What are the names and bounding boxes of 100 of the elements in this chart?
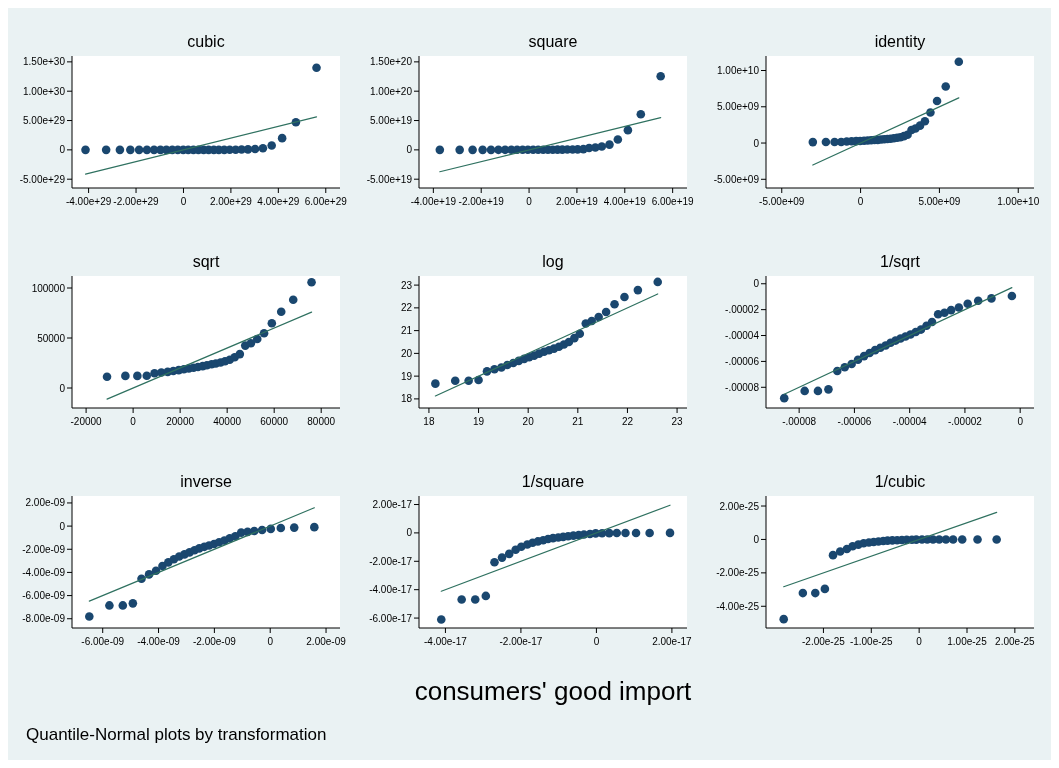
y-tick-label: 1.00e+30 bbox=[23, 85, 66, 97]
y-tick-label: 23 bbox=[400, 279, 413, 291]
y-tick-label: 0 bbox=[753, 533, 760, 545]
x-tick-label: 6.00e+29 bbox=[304, 196, 348, 207]
x-tick-label: 0 bbox=[1017, 416, 1024, 427]
y-tick-label: -.00008 bbox=[725, 381, 760, 393]
x-tick-label: 0 bbox=[267, 636, 274, 647]
y-tick-label: -4.00e-25 bbox=[716, 600, 760, 612]
y-tick-label: -5.00e+29 bbox=[19, 173, 66, 185]
y-tick-label: 0 bbox=[406, 527, 413, 539]
x-tick-label: -.00004 bbox=[892, 416, 928, 427]
x-tick-label: -4.00e-09 bbox=[137, 636, 181, 647]
y-tick-label: -4.00e-17 bbox=[369, 584, 413, 596]
y-tick-label: 0 bbox=[59, 144, 66, 156]
y-tick-label: 5.00e+19 bbox=[370, 115, 413, 127]
y-tick-label: 5.00e+09 bbox=[717, 101, 760, 113]
y-tick-label: 1.50e+30 bbox=[23, 56, 66, 68]
y-tick-label: -2.00e-17 bbox=[369, 555, 413, 567]
y-tick-label: 18 bbox=[400, 393, 413, 405]
x-tick-label: 20 bbox=[522, 416, 535, 427]
y-tick-label: -.00002 bbox=[725, 304, 760, 316]
y-tick-label: 5.00e+29 bbox=[23, 115, 66, 127]
x-tick-label: -4.00e+19 bbox=[410, 196, 457, 207]
chart-title: identity bbox=[874, 33, 926, 50]
x-tick-label: -20000 bbox=[70, 416, 103, 427]
y-tick-label: 0 bbox=[59, 520, 66, 532]
x-tick-label: -1.00e-25 bbox=[849, 636, 894, 647]
x-tick-label: -.00008 bbox=[782, 416, 817, 427]
x-tick-label: 21 bbox=[572, 416, 584, 427]
x-tick-label: -2.00e+29 bbox=[113, 196, 160, 207]
y-tick-label: 50000 bbox=[37, 332, 66, 344]
chart-title: 1/square bbox=[521, 473, 585, 490]
text: Quantile-Normal plots by transformation bbox=[26, 725, 327, 744]
x-tick-label: 0 bbox=[857, 196, 864, 207]
x-tick-label: 0 bbox=[130, 416, 137, 427]
y-tick-label: 19 bbox=[400, 370, 413, 382]
x-tick-label: 18 bbox=[423, 416, 435, 427]
x-tick-label: -4.00e+29 bbox=[65, 196, 112, 207]
y-tick-label: 20 bbox=[400, 347, 413, 359]
y-tick-label: -2.00e-25 bbox=[716, 567, 760, 579]
x-tick-label: 80000 bbox=[307, 416, 336, 427]
y-tick-label: 2.00e-17 bbox=[372, 499, 413, 511]
x-tick-label: 5.00e+09 bbox=[918, 196, 961, 207]
x-tick-label: 0 bbox=[180, 196, 187, 207]
x-tick-label: 0 bbox=[593, 636, 600, 647]
chart-title: sqrt bbox=[192, 253, 220, 270]
x-tick-label: 2.00e-25 bbox=[995, 636, 1036, 647]
y-tick-label: -.00006 bbox=[725, 355, 760, 367]
x-tick-label: -4.00e-17 bbox=[424, 636, 468, 647]
chart-title: log bbox=[542, 253, 564, 270]
x-tick-label: 1.00e-25 bbox=[947, 636, 988, 647]
y-tick-label: -6.00e-17 bbox=[369, 612, 413, 624]
x-tick-label: 2.00e-09 bbox=[306, 636, 347, 647]
y-tick-label: 0 bbox=[406, 144, 413, 156]
x-tick-label: 19 bbox=[472, 416, 485, 427]
x-tick-label: -2.00e-17 bbox=[499, 636, 543, 647]
x-tick-label: 0 bbox=[526, 196, 533, 207]
x-axis-title: consumers' good import bbox=[414, 676, 693, 706]
y-tick-label: 2.00e-25 bbox=[719, 500, 760, 512]
y-tick-label: 100000 bbox=[31, 282, 66, 294]
x-tick-label: -2.00e-09 bbox=[192, 636, 237, 647]
y-tick-label: -2.00e-09 bbox=[22, 543, 66, 555]
y-tick-label: 0 bbox=[59, 382, 66, 394]
chart-title: inverse bbox=[180, 473, 232, 490]
x-tick-label: -2.00e-25 bbox=[802, 636, 846, 647]
y-tick-label: 1.50e+20 bbox=[370, 56, 413, 68]
x-tick-label: -2.00e+19 bbox=[458, 196, 505, 207]
y-tick-label: 1.00e+20 bbox=[370, 85, 413, 97]
y-tick-label: -5.00e+09 bbox=[713, 173, 760, 185]
x-tick-label: 1.00e+10 bbox=[997, 196, 1040, 207]
x-tick-label: 2.00e+29 bbox=[209, 196, 253, 207]
x-tick-label: 2.00e+19 bbox=[555, 196, 599, 207]
x-tick-label: 0 bbox=[916, 636, 923, 647]
y-tick-label: -5.00e+19 bbox=[366, 173, 413, 185]
x-tick-label: 40000 bbox=[213, 416, 242, 427]
y-tick-label: 2.00e-09 bbox=[25, 497, 66, 509]
y-tick-label: -6.00e-09 bbox=[22, 590, 66, 602]
y-tick-label: 1.00e+10 bbox=[717, 65, 760, 77]
x-tick-label: 22 bbox=[621, 416, 634, 427]
y-tick-label: -8.00e-09 bbox=[22, 613, 66, 625]
chart-title: cubic bbox=[187, 33, 225, 50]
x-tick-label: 23 bbox=[671, 416, 684, 427]
y-tick-label: 0 bbox=[753, 278, 760, 290]
x-tick-label: 4.00e+29 bbox=[257, 196, 300, 207]
x-tick-label: 2.00e-17 bbox=[652, 636, 693, 647]
y-tick-label: 22 bbox=[400, 302, 413, 314]
x-tick-label: 20000 bbox=[166, 416, 195, 427]
x-tick-label: -6.00e-09 bbox=[81, 636, 125, 647]
x-tick-label: -.00006 bbox=[837, 416, 872, 427]
y-tick-label: 21 bbox=[400, 325, 413, 337]
chart-title: square bbox=[528, 33, 578, 50]
chart-title: 1/cubic bbox=[874, 473, 926, 490]
chart-title: 1/sqrt bbox=[879, 253, 921, 270]
y-tick-label: 0 bbox=[753, 137, 760, 149]
x-tick-label: 4.00e+19 bbox=[603, 196, 647, 207]
x-tick-label: 60000 bbox=[260, 416, 289, 427]
y-tick-label: -.00004 bbox=[725, 330, 760, 342]
x-tick-label: 6.00e+19 bbox=[651, 196, 695, 207]
y-tick-label: -4.00e-09 bbox=[22, 566, 66, 578]
x-tick-label: -.00002 bbox=[947, 416, 983, 427]
